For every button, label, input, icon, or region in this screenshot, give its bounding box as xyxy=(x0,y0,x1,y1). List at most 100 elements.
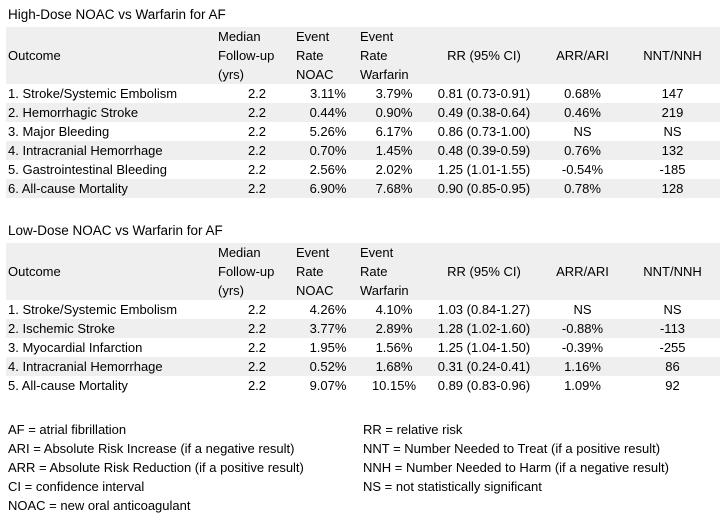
column-header: Median Follow-up (yrs) xyxy=(218,243,296,300)
table-cell: 5.26% xyxy=(309,124,347,139)
table-cell: 6.90% xyxy=(309,181,347,196)
table-cell: 0.78% xyxy=(564,181,601,196)
table-cell: 3.77% xyxy=(309,321,347,336)
table-cell: 9.07% xyxy=(309,378,347,393)
table-row: 2. Hemorrhagic Stroke 2.2 0.44% 0.90% 0.49 (… xyxy=(6,103,720,122)
table-cell: 2.56% xyxy=(309,162,347,177)
table-cell: 1.25 (1.04-1.50) xyxy=(437,340,531,355)
legend-line-noac: NOAC = new oral anticoagulant xyxy=(8,498,191,513)
table-cell: 2.2 xyxy=(247,378,267,393)
table-cell: 1.09% xyxy=(564,378,601,393)
table-cell: 6.17% xyxy=(375,124,413,139)
column-header: Event Rate Warfarin xyxy=(360,243,428,300)
table-cell: 0.90 (0.85-0.95) xyxy=(437,181,531,196)
table-cell: 1.25 (1.01-1.55) xyxy=(437,162,531,177)
table-cell: 10.15% xyxy=(371,378,417,393)
table-cell: NS xyxy=(663,302,682,317)
high-dose-table-title: High-Dose NOAC vs Warfarin for AF xyxy=(8,7,226,22)
table-row: 1. Stroke/Systemic Embolism 2.2 3.11% 3.79%… xyxy=(6,84,720,103)
column-header: NNT/NNH xyxy=(625,243,720,300)
legend-line-ci: CI = confidence interval xyxy=(8,479,145,494)
table-cell: 147 xyxy=(661,86,684,101)
column-header: NNT/NNH xyxy=(625,27,720,84)
column-header: ARR/ARI xyxy=(540,27,625,84)
table-cell: 132 xyxy=(661,143,684,158)
table-cell: 0.81 (0.73-0.91) xyxy=(437,86,531,101)
table-cell: 2. Hemorrhagic Stroke xyxy=(8,105,139,120)
table-cell: 2.02% xyxy=(375,162,413,177)
table-cell: -185 xyxy=(659,162,686,177)
table-row: 5. All-cause Mortality 2.2 9.07% 10.15% 0.89… xyxy=(6,376,720,395)
table-cell: 4. Intracranial Hemorrhage xyxy=(8,143,163,158)
noac-warfarin-comparison-document: High-Dose NOAC vs Warfarin for AF Outcom… xyxy=(0,7,727,515)
table-cell: 1. Stroke/Systemic Embolism xyxy=(8,86,178,101)
table-cell: 2.2 xyxy=(247,340,267,355)
low-dose-table-body: 1. Stroke/Systemic Embolism 2.2 4.26% 4.10%… xyxy=(6,300,720,395)
high-dose-table-body: 1. Stroke/Systemic Embolism 2.2 3.11% 3.79%… xyxy=(6,84,720,198)
table-row: 3. Major Bleeding 2.2 5.26% 6.17% 0.86 (0.73… xyxy=(6,122,720,141)
table-cell: NS xyxy=(573,124,592,139)
table-cell: 2.89% xyxy=(375,321,413,336)
table-cell: 2.2 xyxy=(247,302,267,317)
legend-left-column: AF = atrial fibrillation ARI = Absolute … xyxy=(8,420,363,515)
abbreviation-legend: AF = atrial fibrillation ARI = Absolute … xyxy=(8,420,727,515)
table-cell: 0.52% xyxy=(309,359,347,374)
table-cell: 86 xyxy=(665,359,680,374)
high-dose-table-header: Outcome Median Follow-up (yrs) Event Rate … xyxy=(6,27,720,84)
legend-right-column: RR = relative risk NNT = Number Needed t… xyxy=(363,420,727,515)
table-cell: 1.95% xyxy=(309,340,347,355)
header-row: Outcome Median Follow-up (yrs) Event Rate … xyxy=(6,27,720,84)
table-cell: 0.76% xyxy=(564,143,601,158)
table-cell: 0.48 (0.39-0.59) xyxy=(437,143,531,158)
column-header: RR (95% CI) xyxy=(428,243,540,300)
table-cell: 0.70% xyxy=(309,143,347,158)
column-header: Event Rate NOAC xyxy=(296,243,360,300)
table-cell: 1. Stroke/Systemic Embolism xyxy=(8,302,178,317)
table-cell: -0.54% xyxy=(561,162,604,177)
legend-line-af: AF = atrial fibrillation xyxy=(8,422,127,437)
legend-line-ari: ARI = Absolute Risk Increase (if a negat… xyxy=(8,441,295,456)
table-cell: -0.39% xyxy=(561,340,604,355)
table-cell: 92 xyxy=(665,378,680,393)
table-cell: -255 xyxy=(659,340,686,355)
low-dose-table-title: Low-Dose NOAC vs Warfarin for AF xyxy=(8,223,223,238)
table-cell: 2.2 xyxy=(247,181,267,196)
table-cell: 3.11% xyxy=(310,86,346,101)
table-row: 4. Intracranial Hemorrhage 2.2 0.70% 1.45% 0… xyxy=(6,141,720,160)
table-cell: 1.16% xyxy=(564,359,601,374)
column-header: Outcome xyxy=(6,243,218,300)
table-cell: 2.2 xyxy=(247,359,267,374)
table-cell: 2.2 xyxy=(247,105,267,120)
table-cell: 0.44% xyxy=(309,105,347,120)
table-cell: -113 xyxy=(659,321,686,336)
table-cell: 4.26% xyxy=(309,302,347,317)
legend-line-ns: NS = not statistically significant xyxy=(363,479,542,494)
table-cell: 2.2 xyxy=(247,162,267,177)
table-cell: 5. All-cause Mortality xyxy=(8,378,128,393)
table-cell: 0.89 (0.83-0.96) xyxy=(437,378,531,393)
table-row: 4. Intracranial Hemorrhage 2.2 0.52% 1.68% 0… xyxy=(6,357,720,376)
table-cell: 2.2 xyxy=(247,321,267,336)
table-row: 1. Stroke/Systemic Embolism 2.2 4.26% 4.10%… xyxy=(6,300,720,319)
table-cell: 1.68% xyxy=(375,359,413,374)
column-header: Outcome xyxy=(6,27,218,84)
table-cell: 2.2 xyxy=(247,86,267,101)
table-cell: 0.46% xyxy=(564,105,601,120)
header-row: Outcome Median Follow-up (yrs) Event Rate … xyxy=(6,243,720,300)
column-header: Event Rate Warfarin xyxy=(360,27,428,84)
table-cell: 2. Ischemic Stroke xyxy=(8,321,115,336)
table-cell: 5. Gastrointestinal Bleeding xyxy=(8,162,167,177)
low-dose-outcomes-table: Outcome Median Follow-up (yrs) Event Rate … xyxy=(6,243,720,395)
column-header: RR (95% CI) xyxy=(428,27,540,84)
table-cell: 0.90% xyxy=(375,105,413,120)
legend-line-rr: RR = relative risk xyxy=(363,422,463,437)
table-cell: 7.68% xyxy=(375,181,413,196)
table-cell: 3. Myocardial Infarction xyxy=(8,340,143,355)
table-cell: 2.2 xyxy=(247,143,267,158)
table-cell: 0.86 (0.73-1.00) xyxy=(437,124,531,139)
table-cell: 1.45% xyxy=(375,143,413,158)
low-dose-table-section: Low-Dose NOAC vs Warfarin for AF Outcome… xyxy=(0,223,727,395)
table-cell: 4. Intracranial Hemorrhage xyxy=(8,359,163,374)
column-header: Event Rate NOAC xyxy=(296,27,360,84)
table-cell: 0.49 (0.38-0.64) xyxy=(437,105,531,120)
